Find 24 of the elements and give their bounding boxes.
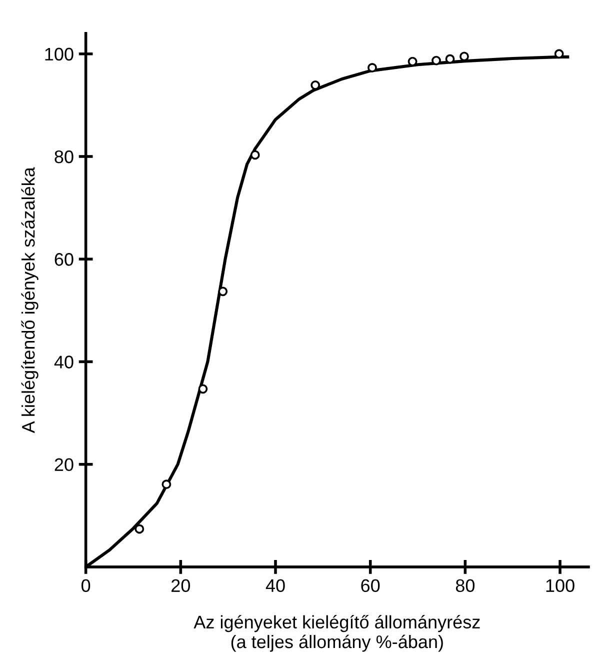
point [554, 49, 564, 59]
point [445, 54, 455, 64]
point [218, 286, 228, 296]
point [310, 80, 320, 90]
x-tick-label: 40 [266, 579, 285, 592]
point [460, 52, 469, 62]
point [134, 524, 144, 534]
y-tick-label: 80 [54, 150, 74, 164]
point [368, 63, 377, 72]
y-tick-label: 60 [54, 253, 74, 266]
x-tick-label: 80 [456, 579, 475, 592]
x-axis-title: Az igényeket kielégítő állományrész (a teljes állomány %-ában) [194, 615, 480, 652]
point [162, 480, 172, 490]
x-tick-label: 100 [546, 579, 574, 592]
y-tick-label: 100 [45, 48, 74, 61]
y-axis-title: A kielégítendő igények százaléka [21, 167, 38, 434]
point [250, 150, 260, 160]
point [432, 56, 441, 66]
x-tick-label: 0 [82, 579, 90, 592]
point [198, 384, 208, 394]
x-tick-label: 20 [172, 579, 190, 592]
y-tick-label: 40 [54, 356, 74, 368]
y-tick-label: 20 [54, 458, 74, 472]
x-tick-label: 60 [361, 579, 380, 592]
